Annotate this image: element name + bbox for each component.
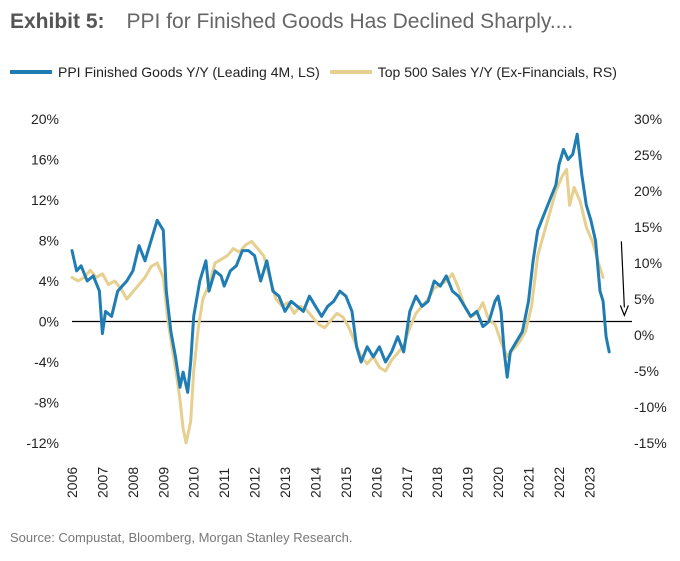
x-tick-label: 2008 xyxy=(125,467,141,498)
x-tick-label: 2020 xyxy=(490,467,506,498)
legend-label-sales: Top 500 Sales Y/Y (Ex-Financials, RS) xyxy=(377,64,617,80)
y-left-tick-label: 20% xyxy=(31,111,59,127)
x-tick-label: 2016 xyxy=(368,467,384,498)
chart-title: Exhibit 5: PPI for Finished Goods Has Dec… xyxy=(10,10,573,34)
x-tick-label: 2014 xyxy=(307,467,323,498)
x-tick-label: 2023 xyxy=(581,467,597,498)
legend-label-ppi: PPI Finished Goods Y/Y (Leading 4M, LS) xyxy=(58,64,320,80)
y-left-tick-label: 16% xyxy=(31,152,59,168)
x-tick-label: 2006 xyxy=(64,467,80,498)
y-right-tick-label: 20% xyxy=(634,183,662,199)
y-right-tick-label: 5% xyxy=(634,291,654,307)
y-right-tick-label: 0% xyxy=(634,327,654,343)
y-right-tick-label: -10% xyxy=(634,399,667,415)
x-tick-label: 2021 xyxy=(521,467,537,498)
x-tick-label: 2011 xyxy=(216,468,232,498)
y-left-tick-label: -4% xyxy=(34,354,59,370)
title-text: PPI for Finished Goods Has Declined Shar… xyxy=(126,10,574,33)
x-tick-label: 2019 xyxy=(460,467,476,498)
y-right-tick-label: -5% xyxy=(634,363,659,379)
y-right-tick-label: 30% xyxy=(634,111,662,127)
legend-swatch-ppi xyxy=(10,70,52,74)
y-right-tick-label: 25% xyxy=(634,147,662,163)
legend-item-sales: Top 500 Sales Y/Y (Ex-Financials, RS) xyxy=(329,64,617,80)
x-tick-label: 2007 xyxy=(94,467,110,498)
x-tick-label: 2015 xyxy=(338,467,354,498)
x-tick-label: 2009 xyxy=(155,467,171,498)
y-right-tick-label: 10% xyxy=(634,255,662,271)
series-line-ppi xyxy=(70,132,611,394)
y-left-tick-label: -12% xyxy=(26,435,59,451)
y-left-tick-label: 4% xyxy=(39,273,59,289)
x-tick-label: 2010 xyxy=(186,467,202,498)
y-right-tick-label: 15% xyxy=(634,219,662,235)
series-line-sales xyxy=(70,167,605,445)
legend: PPI Finished Goods Y/Y (Leading 4M, LS) … xyxy=(10,64,627,80)
source-note: Source: Compustat, Bloomberg, Morgan Sta… xyxy=(10,530,353,545)
y-left-tick-label: 12% xyxy=(31,192,59,208)
x-tick-label: 2022 xyxy=(551,467,567,498)
exhibit-label: Exhibit 5: xyxy=(10,10,105,33)
legend-swatch-sales xyxy=(329,70,372,74)
y-left-tick-label: 0% xyxy=(39,314,59,330)
y-left-tick-label: -8% xyxy=(34,395,59,411)
x-tick-label: 2012 xyxy=(247,467,263,498)
x-tick-label: 2018 xyxy=(429,467,445,498)
x-tick-label: 2017 xyxy=(399,467,415,498)
annotation-arrow-head xyxy=(619,305,629,318)
x-tick-label: 2013 xyxy=(277,467,293,498)
annotation-arrow-shaft xyxy=(620,241,625,308)
legend-item-ppi: PPI Finished Goods Y/Y (Leading 4M, LS) xyxy=(10,64,320,80)
y-right-tick-label: -15% xyxy=(634,435,667,451)
y-left-tick-label: 8% xyxy=(39,233,59,249)
